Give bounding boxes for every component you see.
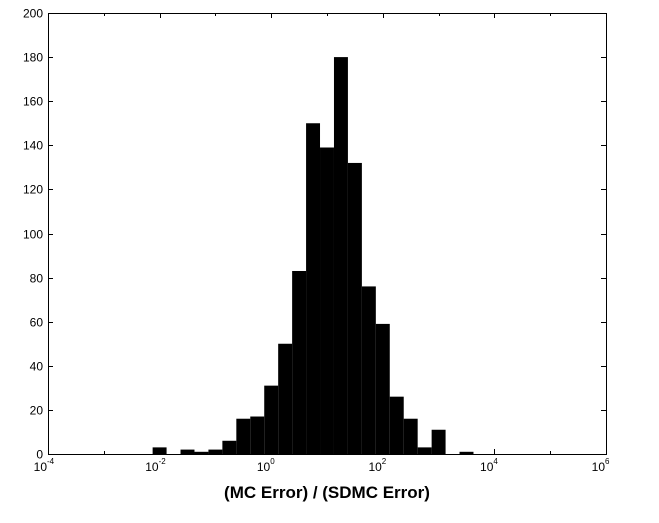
y-tick-label: 60 [30,316,44,330]
x-axis-tick-labels: 10 -4 10 -2 10 0 10 2 10 4 10 6 [34,457,610,474]
histogram-bar [417,447,432,454]
x-tick-label-base: 10 [145,460,159,474]
histogram-bar [403,418,418,454]
histogram-bars [152,57,474,454]
y-tick-label: 160 [23,95,43,109]
y-tick-label: 180 [23,51,43,65]
x-tick-label-exponent: 0 [270,457,275,466]
x-tick-label-exponent: 4 [493,457,498,466]
x-tick-label-exponent: 2 [382,457,387,466]
y-tick-label: 200 [23,7,43,21]
histogram-bar [306,123,321,454]
y-tick-label: 0 [36,448,43,462]
x-tick-label-base: 10 [368,460,382,474]
y-axis-tick-labels: 0 20 40 60 80 100 120 140 160 180 200 [23,7,43,462]
x-tick-label-exponent: -2 [159,457,167,466]
y-tick-label: 20 [30,404,44,418]
y-tick-label: 120 [23,183,43,197]
histogram-bar [347,162,362,454]
axis-ticks [48,13,607,455]
x-tick-label-base: 10 [480,460,494,474]
histogram-bar [222,440,237,454]
histogram-bar [320,147,334,454]
histogram-bar [333,57,348,454]
histogram-bar [278,343,293,454]
x-axis-title: (MC Error) / (SDMC Error) [224,483,430,502]
histogram-bar [431,429,446,454]
y-tick-label: 100 [23,228,43,242]
histogram-bar [152,447,167,454]
histogram-bar [375,323,390,454]
y-tick-label: 80 [30,272,44,286]
histogram-bar [194,451,209,454]
histogram-bar [264,385,279,454]
x-tick-label-exponent: 6 [605,457,610,466]
histogram-bar [236,418,251,454]
x-tick-label-exponent: -4 [47,457,55,466]
histogram-bar [180,449,195,454]
y-tick-label: 40 [30,360,44,374]
histogram-bar [250,416,265,454]
y-tick-label: 140 [23,139,43,153]
x-tick-label-base: 10 [257,460,271,474]
histogram-bar [459,451,474,454]
histogram-bar [389,396,404,454]
histogram-bar [292,270,307,454]
histogram-bar [361,286,376,454]
x-tick-label-base: 10 [592,460,606,474]
x-tick-label-base: 10 [34,460,48,474]
